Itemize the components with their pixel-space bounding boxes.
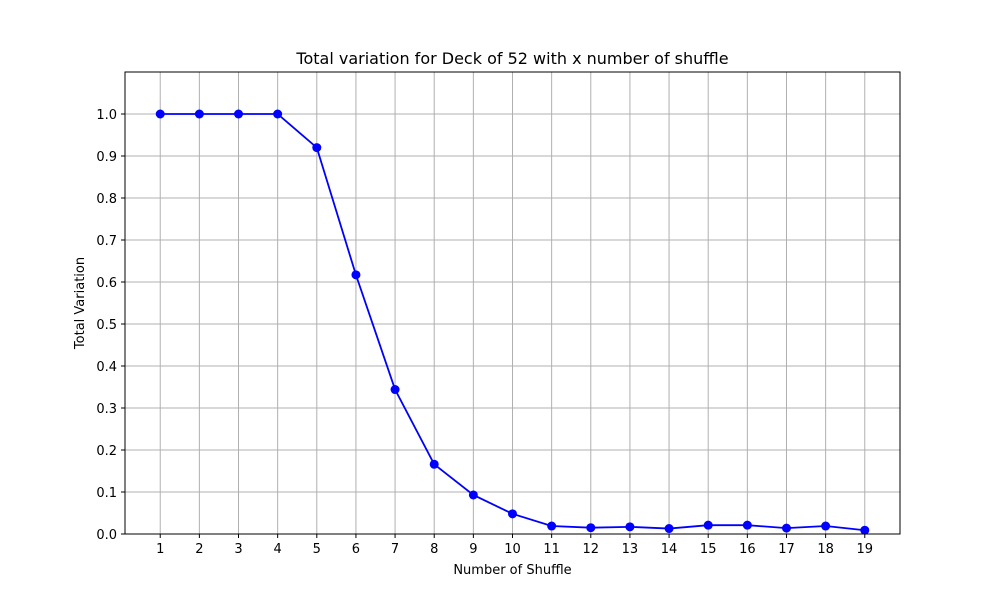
x-tick-label: 14 bbox=[661, 542, 678, 557]
x-tick-label: 2 bbox=[195, 542, 203, 557]
series-group bbox=[155, 109, 870, 535]
y-tick-label: 0.5 bbox=[96, 318, 117, 333]
y-tick-label: 0.3 bbox=[96, 402, 117, 417]
x-tick-label: 11 bbox=[543, 542, 560, 557]
data-point bbox=[664, 524, 674, 534]
data-point bbox=[625, 522, 635, 532]
y-tick-label: 0.9 bbox=[96, 150, 117, 165]
x-tick-label: 4 bbox=[274, 542, 282, 557]
data-point bbox=[351, 270, 361, 280]
x-tick-label: 7 bbox=[391, 542, 399, 557]
x-tick-label: 9 bbox=[469, 542, 477, 557]
x-tick-label: 19 bbox=[856, 542, 873, 557]
x-axis-label: Number of Shuffle bbox=[453, 563, 571, 578]
y-axis-ticks: 0.0 0.1 0.2 0.3 0.4 0.5 0.6 0.7 0.8 0.9 1.0 bbox=[96, 108, 125, 543]
data-point bbox=[155, 109, 165, 119]
data-point bbox=[429, 459, 439, 469]
y-tick-label: 0.7 bbox=[96, 234, 117, 249]
y-tick-label: 0.6 bbox=[96, 276, 117, 291]
x-tick-label: 10 bbox=[504, 542, 521, 557]
x-tick-label: 17 bbox=[778, 542, 795, 557]
x-tick-label: 18 bbox=[817, 542, 834, 557]
data-point bbox=[234, 109, 244, 119]
data-point bbox=[586, 523, 596, 533]
x-tick-label: 13 bbox=[622, 542, 639, 557]
data-point bbox=[703, 520, 713, 530]
data-point bbox=[508, 509, 517, 519]
data-point bbox=[547, 521, 557, 531]
data-point bbox=[273, 109, 283, 119]
data-point bbox=[312, 143, 322, 153]
y-tick-label: 0.8 bbox=[96, 192, 117, 207]
data-point bbox=[390, 385, 400, 395]
y-tick-label: 0.0 bbox=[96, 528, 117, 543]
data-point bbox=[821, 521, 831, 531]
x-tick-label: 16 bbox=[739, 542, 756, 557]
x-tick-label: 8 bbox=[430, 542, 438, 557]
x-tick-label: 3 bbox=[234, 542, 242, 557]
data-point bbox=[860, 525, 870, 535]
x-tick-label: 5 bbox=[313, 542, 321, 557]
data-point bbox=[468, 490, 478, 500]
x-tick-label: 1 bbox=[156, 542, 164, 557]
y-tick-label: 0.1 bbox=[96, 486, 117, 501]
y-tick-label: 0.2 bbox=[96, 444, 117, 459]
grid bbox=[125, 72, 900, 535]
data-point bbox=[194, 109, 204, 119]
x-axis-ticks: 1 2 3 4 5 6 7 8 9 10 11 12 13 14 15 16 17 18 19 bbox=[156, 534, 873, 557]
y-tick-label: 0.4 bbox=[96, 360, 117, 375]
chart-title: Total variation for Deck of 52 with x nu… bbox=[295, 49, 728, 68]
y-tick-label: 1.0 bbox=[96, 108, 117, 123]
y-axis-label: Total Variation bbox=[73, 257, 88, 350]
x-tick-label: 15 bbox=[700, 542, 717, 557]
x-tick-label: 12 bbox=[583, 542, 600, 557]
data-point bbox=[781, 523, 791, 533]
data-point bbox=[742, 520, 752, 530]
x-tick-label: 6 bbox=[352, 542, 360, 557]
